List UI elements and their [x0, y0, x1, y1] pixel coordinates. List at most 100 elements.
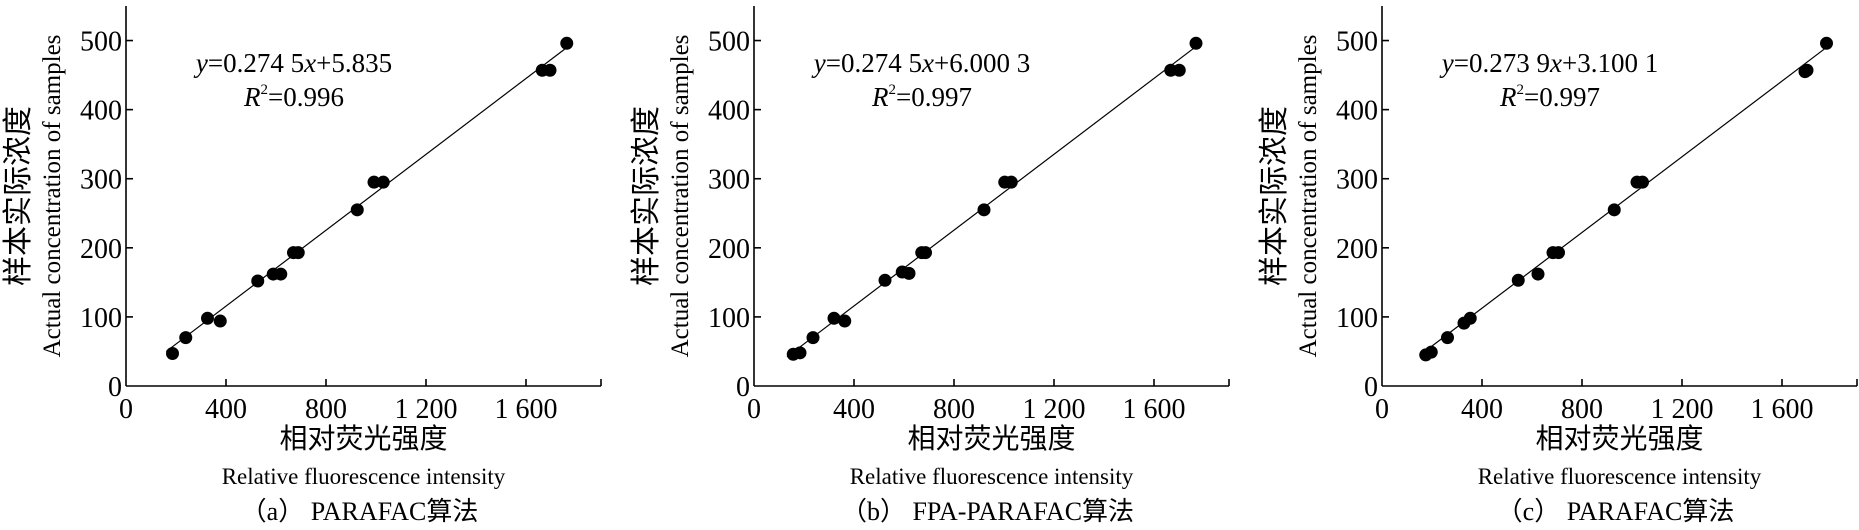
equation-x: x — [921, 48, 934, 78]
y-tick-label: 200 — [708, 234, 750, 265]
y-tick-label: 300 — [708, 165, 750, 196]
data-point — [919, 246, 932, 260]
data-point — [878, 273, 892, 287]
data-point — [201, 311, 214, 325]
y-tick-label: 400 — [1336, 96, 1378, 127]
x-tick-label: 1 200 — [1023, 394, 1086, 425]
data-point — [1820, 36, 1833, 50]
x-tick-label: 0 — [119, 394, 133, 425]
x-tick-label: 1 600 — [495, 394, 558, 425]
equation-x: x — [1549, 48, 1562, 78]
x-tick-label: 1 200 — [1651, 394, 1714, 425]
regression-line — [165, 44, 571, 352]
data-point — [543, 63, 557, 77]
equation-intercept: +6.000 3 — [934, 48, 1030, 78]
data-point — [838, 314, 852, 328]
y-axis-label-cn: 样本实际浓度 — [1258, 106, 1291, 286]
y-tick-label: 0 — [736, 372, 750, 403]
y-tick-label: 200 — [1336, 234, 1378, 265]
y-tick-label: 500 — [708, 27, 750, 58]
y-tick-label: 0 — [1364, 372, 1378, 403]
y-tick-label: 300 — [1336, 165, 1378, 196]
regression-equation: y=0.274 5x+5.835 — [193, 48, 392, 78]
data-point — [179, 331, 193, 345]
equation-coef: =0.274 5 — [826, 48, 922, 78]
equation-intercept: +3.100 1 — [1562, 48, 1658, 78]
x-tick-label: 800 — [933, 394, 975, 425]
x-tick-label: 1 200 — [395, 394, 458, 425]
r-squared-label: R — [243, 82, 261, 112]
data-point — [376, 175, 390, 189]
x-tick-label: 1 600 — [1123, 394, 1186, 425]
x-axis-label-cn: 相对荧光强度 — [907, 423, 1075, 455]
x-tick-label: 400 — [1461, 394, 1503, 425]
r-squared-value: =0.996 — [268, 82, 344, 112]
r-squared-label: R — [1499, 82, 1517, 112]
data-point — [166, 347, 179, 361]
panel-a: 0 100 200 300 400 500 0 400 800 1 200 1 600 相对荧光强度 R… — [2, 6, 602, 526]
r-squared: R2=0.997 — [871, 82, 972, 112]
data-point — [1531, 267, 1545, 281]
y-tick-label: 500 — [1336, 27, 1378, 58]
data-point — [1511, 273, 1525, 287]
x-axis-label-en: Relative fluorescence intensity — [222, 464, 506, 489]
x-tick-label: 800 — [305, 394, 347, 425]
equation-y: y — [811, 48, 826, 78]
regression-equation: y=0.274 5x+6.000 3 — [811, 48, 1030, 78]
y-tick-label: 100 — [708, 303, 750, 334]
y-axis-label-en: Actual concentration of samples — [667, 35, 694, 358]
y-tick-label: 500 — [80, 27, 122, 58]
data-point — [1172, 63, 1186, 77]
data-point — [560, 36, 574, 50]
data-point — [367, 175, 381, 189]
equation-x: x — [303, 48, 316, 78]
equation-y: y — [193, 48, 208, 78]
equation-intercept: +5.835 — [316, 48, 392, 78]
panel-b: 0 100 200 300 400 500 0 400 800 1 200 1 600 相对荧光强度 R… — [630, 6, 1230, 526]
r-squared-label: R — [871, 82, 889, 112]
data-point — [350, 203, 364, 217]
r-squared: R2=0.997 — [1499, 82, 1600, 112]
data-point — [806, 331, 820, 345]
data-point — [977, 203, 991, 217]
x-axis-label-cn: 相对荧光强度 — [1535, 423, 1703, 455]
panel-caption: （a） PARAFAC算法 — [241, 497, 479, 526]
panel-c: 0 100 200 300 400 500 0 400 800 1 200 1 600 相对荧光强度 R… — [1258, 6, 1858, 526]
data-point — [1189, 36, 1203, 50]
y-axis-label-cn: 样本实际浓度 — [630, 106, 663, 286]
y-tick-label: 400 — [80, 96, 122, 127]
data-point — [1441, 331, 1454, 345]
y-tick-label: 300 — [80, 165, 122, 196]
r-squared-value: =0.997 — [896, 82, 972, 112]
data-point — [1607, 203, 1621, 217]
regression-equation: y=0.273 9x+3.100 1 — [1439, 48, 1658, 78]
equation-y: y — [1439, 48, 1454, 78]
x-tick-label: 0 — [747, 394, 761, 425]
data-point — [1424, 345, 1438, 359]
x-tick-label: 0 — [1375, 394, 1389, 425]
equation-coef: =0.273 9 — [1454, 48, 1550, 78]
data-point — [274, 267, 288, 281]
regression-line — [1419, 44, 1831, 356]
x-axis-label-en: Relative fluorescence intensity — [850, 464, 1134, 489]
x-tick-label: 800 — [1561, 394, 1603, 425]
x-axis-label-en: Relative fluorescence intensity — [1478, 464, 1762, 489]
r-squared-exponent: 2 — [1517, 82, 1525, 98]
x-tick-label: 1 600 — [1751, 394, 1814, 425]
x-tick-label: 400 — [833, 394, 875, 425]
r-squared: R2=0.996 — [243, 82, 344, 112]
x-tick-label: 400 — [205, 394, 247, 425]
x-axis-label-cn: 相对荧光强度 — [279, 423, 447, 455]
r-squared-exponent: 2 — [889, 82, 897, 98]
y-tick-label: 0 — [108, 372, 122, 403]
data-point — [1636, 175, 1649, 189]
r-squared-exponent: 2 — [261, 82, 269, 98]
equation-coef: =0.274 5 — [208, 48, 304, 78]
data-point — [1552, 246, 1565, 260]
data-point — [793, 346, 807, 360]
r-squared-value: =0.997 — [1524, 82, 1600, 112]
data-point — [213, 314, 227, 328]
data-point — [291, 246, 305, 260]
data-point — [902, 266, 916, 280]
data-point — [251, 274, 265, 288]
